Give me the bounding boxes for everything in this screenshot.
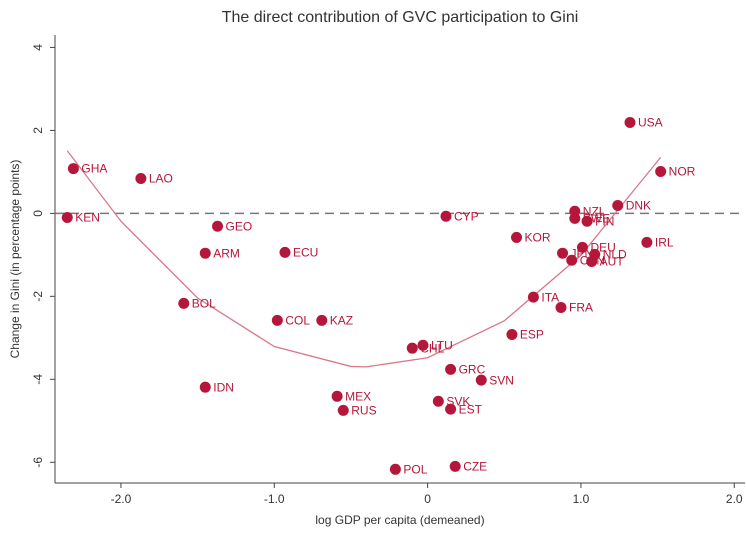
point-label: RUS: [351, 404, 376, 418]
point: [449, 460, 461, 472]
point-label: ESP: [520, 328, 544, 342]
point-label: GEO: [226, 219, 253, 233]
point: [61, 212, 73, 224]
point-label: SVN: [489, 373, 514, 387]
point-label: ARM: [213, 246, 240, 260]
point: [199, 381, 211, 393]
point-label: LTU: [431, 338, 453, 352]
y-tick-label: -6: [31, 457, 45, 468]
point-label: CYP: [454, 209, 479, 223]
point-label: FIN: [595, 214, 614, 228]
point-label: FRA: [569, 301, 593, 315]
point: [417, 339, 429, 351]
point-label: ECU: [293, 246, 318, 260]
point-label: NZL: [583, 204, 606, 218]
y-tick-label: 4: [31, 44, 45, 51]
point-label: ITA: [541, 290, 559, 304]
point-label: JPN: [571, 246, 594, 260]
point: [557, 247, 569, 259]
point: [135, 173, 147, 185]
point: [475, 374, 487, 386]
x-tick-label: 2.0: [726, 492, 743, 506]
y-tick-label: 2: [31, 127, 45, 134]
x-tick-label: -1.0: [264, 492, 285, 506]
x-tick-label: -2.0: [111, 492, 132, 506]
point: [445, 403, 457, 415]
point: [566, 254, 578, 266]
y-tick-label: 0: [31, 210, 45, 217]
point-label: DNK: [626, 199, 651, 213]
y-tick-label: -2: [31, 291, 45, 302]
y-axis-label: Change in Gini (in percentage points): [8, 160, 22, 359]
point-label: NOR: [669, 165, 696, 179]
point: [432, 395, 444, 407]
point: [178, 297, 190, 309]
point: [527, 291, 539, 303]
point: [586, 255, 598, 267]
point: [445, 363, 457, 375]
point-label: IDN: [213, 380, 234, 394]
point-label: COL: [285, 314, 310, 328]
point: [612, 199, 624, 211]
point: [389, 463, 401, 475]
point: [316, 314, 328, 326]
point: [440, 210, 452, 222]
x-axis-label: log GDP per capita (demeaned): [315, 513, 484, 527]
point-label: AUT: [600, 255, 625, 269]
point: [271, 314, 283, 326]
point-label: IRL: [655, 236, 674, 250]
point-label: KOR: [525, 231, 551, 245]
point-label: GHA: [81, 162, 107, 176]
point: [569, 212, 581, 224]
point: [337, 404, 349, 416]
point: [555, 302, 567, 314]
point: [581, 215, 593, 227]
point-label: CZE: [463, 460, 487, 474]
point-label: POL: [403, 462, 427, 476]
point: [655, 165, 667, 177]
point: [279, 246, 291, 258]
fit-curve: [66, 150, 662, 368]
point-label: GRC: [459, 363, 486, 377]
x-tick-label: 1.0: [573, 492, 590, 506]
point: [506, 328, 518, 340]
point: [331, 390, 343, 402]
chart-title: The direct contribution of GVC participa…: [222, 9, 579, 26]
point-label: EST: [459, 402, 483, 416]
point-label: USA: [638, 116, 663, 130]
point: [511, 231, 523, 243]
point: [67, 163, 79, 175]
x-tick-label: 0: [424, 492, 431, 506]
point: [199, 247, 211, 259]
point-label: NLD: [603, 248, 627, 262]
point: [406, 342, 418, 354]
point: [641, 236, 653, 248]
point-label: MEX: [345, 389, 371, 403]
y-tick-label: -4: [31, 374, 45, 385]
point-label: KAZ: [330, 314, 353, 328]
point-label: KEN: [75, 211, 100, 225]
point: [624, 117, 636, 129]
point: [212, 220, 224, 232]
point-label: BOL: [192, 297, 216, 311]
point: [576, 241, 588, 253]
point-label: LAO: [149, 172, 173, 186]
